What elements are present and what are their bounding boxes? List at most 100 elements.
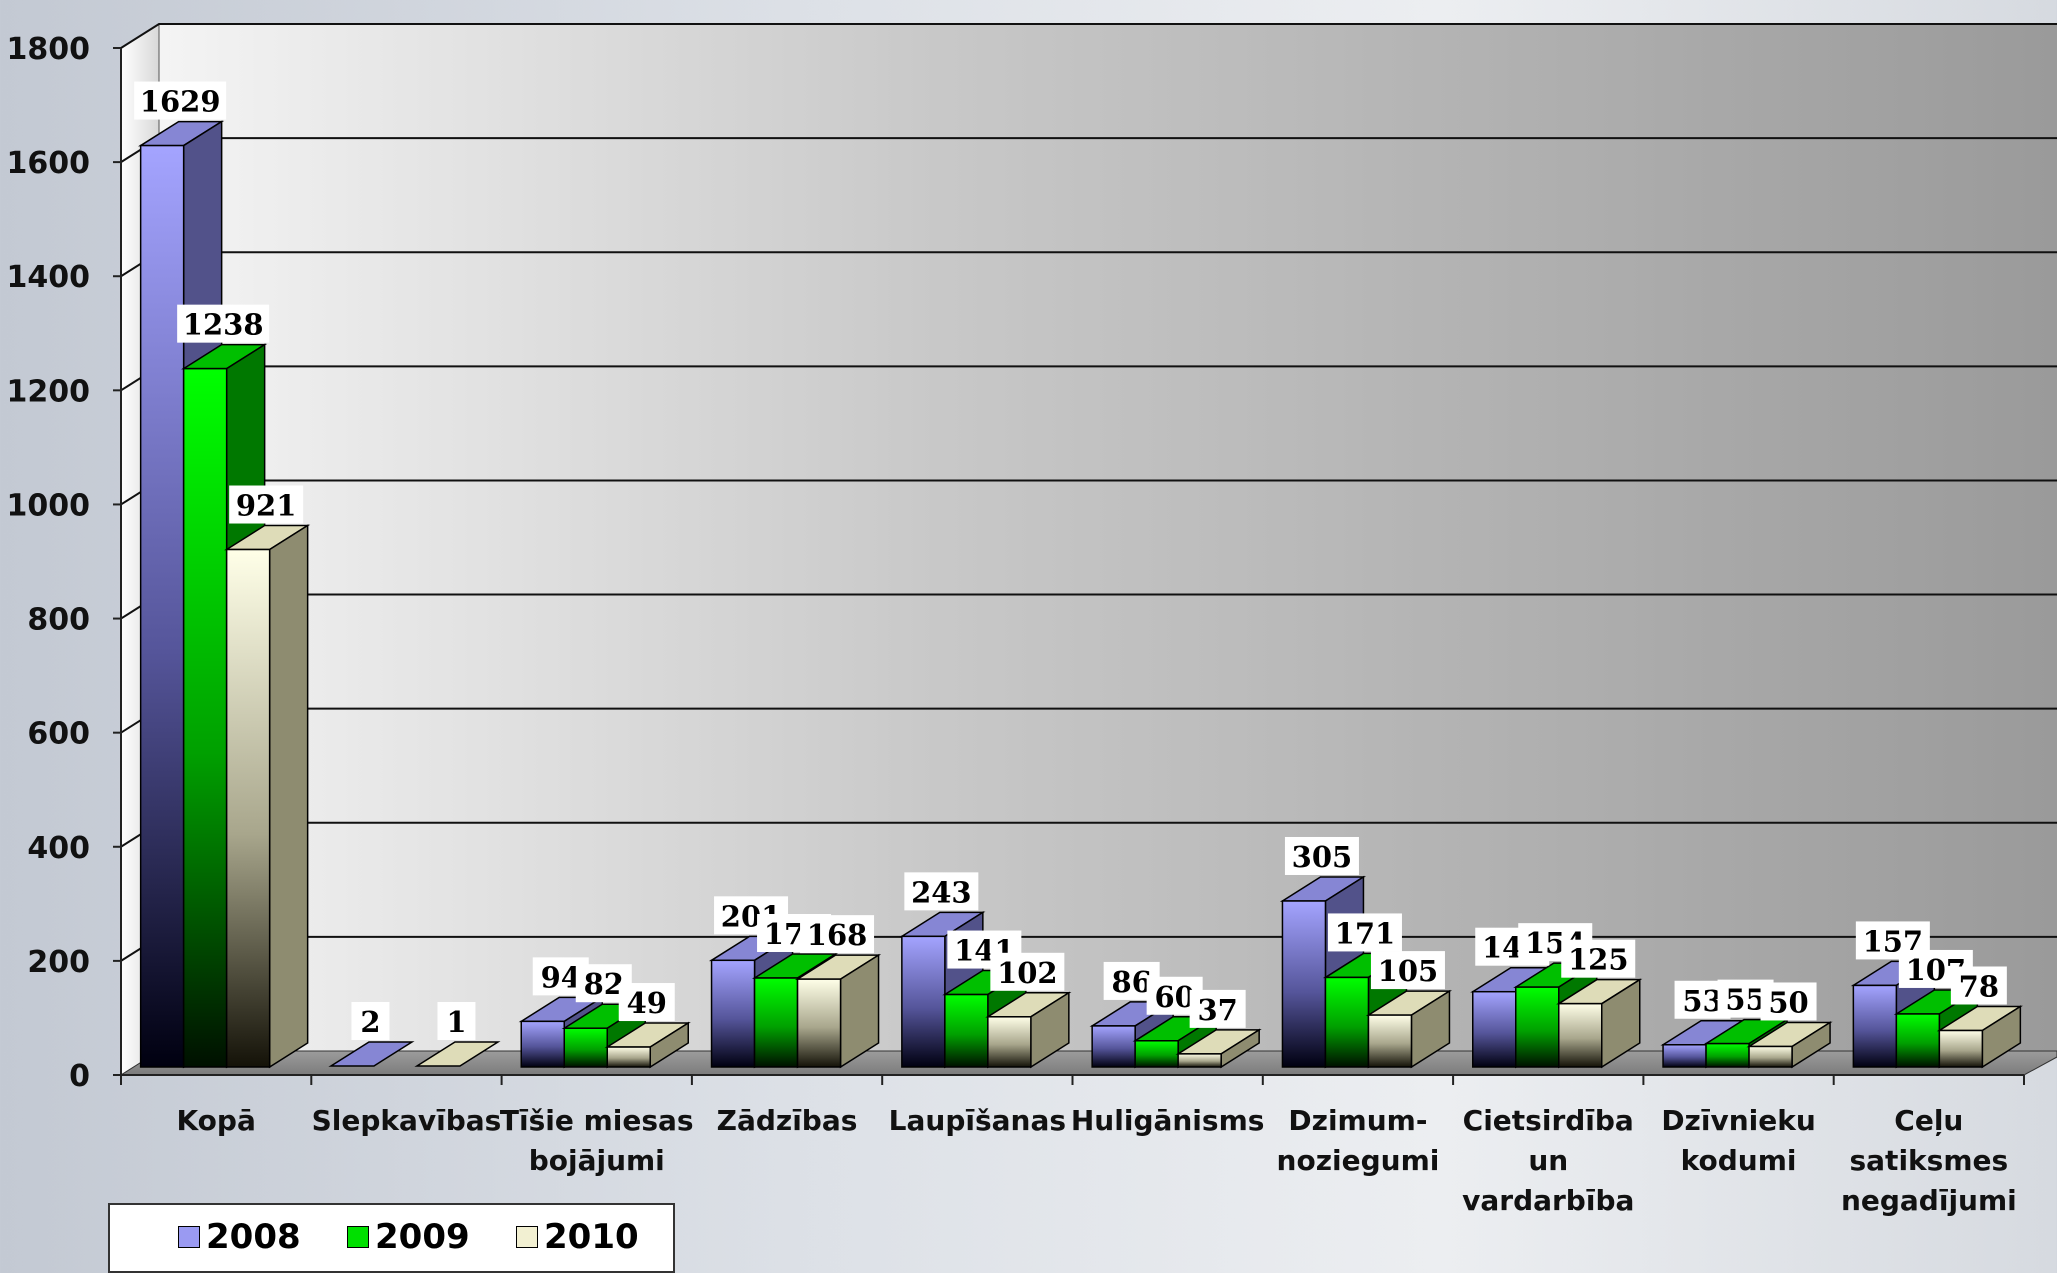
- bar-front: [1472, 990, 1517, 1068]
- data-label-text: 125: [1568, 943, 1629, 977]
- y-tick-label: 1400: [7, 260, 91, 295]
- bar-front: [606, 1046, 651, 1068]
- data-label-bg: [618, 983, 675, 1022]
- data-label: 105: [1370, 951, 1445, 990]
- bar-side: [268, 524, 309, 1069]
- bar: [414, 1041, 501, 1067]
- data-label-text: 1: [446, 1005, 466, 1039]
- data-label-bg: [904, 872, 979, 911]
- bar-front: [944, 993, 989, 1068]
- x-tick-label: kodumi: [1681, 1144, 1797, 1177]
- legend: 2008 2009 2010: [108, 1203, 675, 1273]
- data-label-text: 82: [584, 967, 624, 1001]
- bar-front: [182, 367, 228, 1068]
- x-tick-label: Kopā: [176, 1104, 255, 1137]
- x-tick-label: satiksmes: [1850, 1144, 2009, 1177]
- data-label-bg: [1284, 836, 1359, 875]
- bar: [1175, 1028, 1262, 1069]
- x-tick-label: Laupīšanas: [889, 1104, 1066, 1137]
- gridline: [120, 23, 2057, 49]
- data-label-text: 243: [911, 875, 972, 909]
- bar: [794, 953, 882, 1069]
- data-label-bg: [351, 1002, 390, 1040]
- data-label-text: 49: [627, 986, 667, 1020]
- bar: [1556, 978, 1643, 1069]
- x-tick-label: Huligānisms: [1071, 1104, 1265, 1137]
- plot-background: [119, 23, 2057, 1076]
- legend-swatch-2009: [347, 1226, 369, 1248]
- data-label-text: 86: [1111, 965, 1151, 999]
- data-label-bg: [1327, 913, 1402, 952]
- y-tick-label: 1800: [7, 32, 91, 67]
- data-label: 94: [532, 957, 589, 996]
- x-tick-label: vardarbība: [1462, 1184, 1634, 1217]
- data-label: 243: [904, 872, 979, 911]
- data-label: 1238: [177, 304, 270, 343]
- legend-swatch-2008: [178, 1226, 200, 1248]
- x-tick-label: negadījumi: [1841, 1184, 2017, 1217]
- data-label: 171: [1327, 913, 1402, 952]
- bar-front: [987, 1016, 1032, 1068]
- bar-front: [1748, 1045, 1793, 1068]
- y-tick-label: 0: [69, 1059, 90, 1094]
- data-label-bg: [1370, 951, 1445, 990]
- bar-front: [1324, 976, 1370, 1068]
- data-label-text: 171: [1335, 916, 1396, 950]
- y-tick-label: 1000: [7, 488, 91, 523]
- bar-front: [753, 977, 799, 1068]
- x-tick-label: noziegumi: [1277, 1144, 1440, 1177]
- bar: [985, 991, 1072, 1069]
- data-label: 1629: [134, 81, 227, 120]
- data-label-bg: [990, 952, 1065, 991]
- data-label-text: 60: [1154, 980, 1194, 1014]
- bar: [604, 1021, 691, 1069]
- data-label: 921: [229, 485, 304, 524]
- bar-front: [1177, 1053, 1222, 1068]
- legend-item-2009: 2009: [347, 1217, 470, 1257]
- x-tick-label: Dzimum-: [1288, 1104, 1427, 1137]
- bar: [1365, 989, 1453, 1069]
- x-tick-label: Slepkavības: [312, 1104, 502, 1137]
- bar-front: [710, 959, 756, 1068]
- data-label: 102: [990, 952, 1065, 991]
- x-tick-label: Ceļu: [1894, 1104, 1963, 1137]
- bar-front: [1938, 1029, 1984, 1068]
- bar: [224, 524, 311, 1069]
- legend-item-2010: 2010: [516, 1217, 639, 1257]
- data-label: 125: [1561, 939, 1636, 978]
- legend-item-2008: 2008: [178, 1217, 301, 1257]
- data-label-text: 921: [236, 489, 297, 523]
- data-label-bg: [1561, 939, 1636, 978]
- legend-label-2008: 2008: [206, 1217, 301, 1257]
- legend-swatch-2010: [516, 1226, 538, 1248]
- x-tick-label: un: [1528, 1144, 1568, 1177]
- bar-front: [1515, 986, 1560, 1068]
- bar-top: [414, 1041, 501, 1067]
- data-label-bg: [177, 304, 270, 343]
- data-label: 55: [1717, 979, 1774, 1018]
- back-wall: [159, 24, 2057, 1051]
- x-tick-label: Cietsirdība: [1463, 1104, 1634, 1137]
- data-label-bg: [134, 81, 227, 120]
- data-label-bg: [1189, 989, 1246, 1028]
- y-tick-label: 400: [27, 831, 90, 866]
- bar-front: [1852, 984, 1898, 1068]
- bar: [1936, 1005, 2023, 1069]
- bar-front: [1091, 1025, 1136, 1068]
- data-label: 168: [800, 915, 875, 954]
- data-label-text: 105: [1378, 954, 1439, 988]
- y-tick-label: 200: [27, 945, 90, 980]
- data-label-text: 37: [1197, 993, 1237, 1027]
- data-label-bg: [1760, 982, 1817, 1021]
- data-label: 1: [437, 1002, 476, 1040]
- bar-front: [1705, 1042, 1750, 1068]
- data-label-bg: [800, 915, 875, 954]
- y-tick-label: 1200: [7, 374, 91, 409]
- bar: [328, 1041, 415, 1067]
- data-label: 37: [1189, 989, 1246, 1028]
- data-label-bg: [229, 485, 304, 524]
- data-label: 49: [618, 983, 675, 1022]
- bar: [1746, 1021, 1833, 1069]
